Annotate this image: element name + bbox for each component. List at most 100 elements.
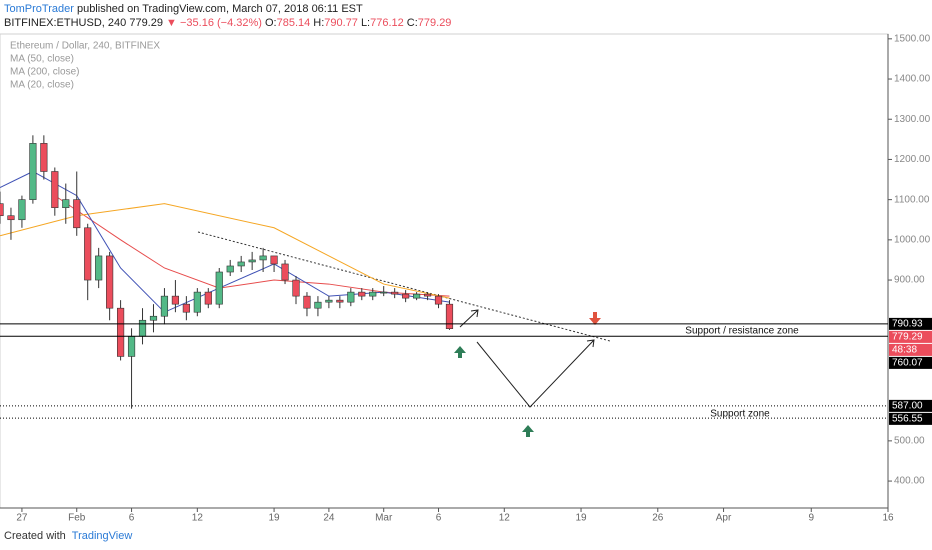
- candle-body: [62, 199, 70, 208]
- candle-body: [336, 299, 344, 303]
- candle-body: [292, 279, 300, 297]
- y-tick-label: 1000.00: [894, 234, 931, 245]
- footer: Created with TradingView: [4, 530, 132, 542]
- price-label: [889, 317, 932, 330]
- legend-entry: MA (20, close): [10, 80, 74, 91]
- candle-body: [226, 265, 234, 273]
- candle-body: [84, 227, 92, 281]
- candle-body: [413, 293, 421, 299]
- x-tick-label: 16: [882, 513, 894, 524]
- candle-body: [7, 215, 15, 221]
- chart: Ethereum / Dollar, 240, BITFINEX Support…: [0, 33, 932, 524]
- x-tick-label: 24: [323, 513, 335, 524]
- annotation: Support zone: [710, 409, 770, 420]
- candle-body: [402, 293, 410, 299]
- x-tick-label: 12: [499, 513, 511, 524]
- candle-body: [325, 299, 333, 303]
- candle-body: [193, 291, 201, 313]
- candle-body: [358, 291, 366, 297]
- candle-body: [237, 261, 245, 267]
- publish-line: TomProTrader published on TradingView.co…: [4, 2, 454, 16]
- candle-body: [204, 291, 212, 305]
- price-label: 760.07: [892, 358, 923, 369]
- candle-body: [106, 255, 114, 309]
- candle-body: [314, 301, 322, 309]
- x-tick-label: 6: [436, 513, 442, 524]
- y-tick-label: 900.00: [894, 275, 925, 286]
- up-arrow: [522, 425, 534, 437]
- symbol: BITFINEX:ETHUSD, 240: [4, 17, 127, 29]
- candle-body: [29, 143, 37, 200]
- candle-body: [51, 171, 59, 208]
- x-tick-label: 19: [269, 513, 281, 524]
- author[interactable]: TomProTrader: [4, 3, 74, 15]
- ohlc-value: 785.14: [276, 17, 311, 29]
- x-tick-label: 19: [575, 513, 587, 524]
- y-tick-label: 1500.00: [894, 33, 931, 44]
- legend-entry: MA (200, close): [10, 67, 79, 78]
- x-tick-label: 12: [192, 513, 204, 524]
- ohlc-value: 790.77: [324, 17, 358, 29]
- y-tick-label: 500.00: [894, 436, 925, 447]
- x-tick-label: 6: [129, 513, 135, 524]
- candle-body: [445, 303, 454, 329]
- ohlc-value: 779.29: [417, 17, 452, 29]
- candle-body: [160, 295, 169, 317]
- created: Created with: [4, 530, 66, 542]
- price-label: 556.55: [892, 414, 923, 425]
- x-tick-label: Apr: [716, 513, 732, 524]
- header: TomProTrader published on TradingView.co…: [4, 2, 454, 30]
- candle-body: [182, 303, 190, 313]
- candle-body: [40, 143, 48, 172]
- candle-body: [138, 319, 147, 337]
- countdown: [889, 343, 932, 356]
- candle-body: [434, 295, 443, 305]
- ma-line: [0, 203, 450, 299]
- candle-body: [391, 291, 399, 295]
- candle-body: [281, 263, 289, 281]
- candle-body: [95, 255, 103, 281]
- legend-title: Ethereum / Dollar, 240, BITFINEX: [10, 41, 160, 52]
- price-label: [889, 399, 932, 412]
- candle-body: [259, 255, 267, 261]
- brand[interactable]: TradingView: [71, 530, 133, 542]
- candle-body: [171, 295, 179, 305]
- ohlc-label: L:: [360, 17, 371, 29]
- up-arrow: [454, 346, 466, 358]
- last: 779.29: [129, 17, 163, 29]
- down-arrow: [589, 312, 601, 325]
- change: ▼ −35.16 (−4.32%): [166, 17, 262, 29]
- symbol-line: BITFINEX:ETHUSD, 240 779.29 ▼ −35.16 (−4…: [4, 16, 454, 30]
- y-tick-label: 1400.00: [894, 74, 931, 85]
- price-label: [889, 412, 932, 425]
- ohlc: O:785.14 H:790.77 L:776.12 C:779.29: [265, 17, 454, 29]
- published: published on TradingView.com, March 07, …: [76, 3, 363, 15]
- ohlc-label: C:: [406, 17, 418, 29]
- candle-body: [215, 271, 223, 305]
- candle-body: [0, 203, 4, 217]
- candle-body: [248, 259, 256, 263]
- x-tick-label: 27: [16, 513, 28, 524]
- annotation: Support / resistance zone: [685, 326, 799, 337]
- price-label: 790.93: [892, 319, 923, 330]
- candle-body: [303, 295, 311, 309]
- candle-body: [270, 255, 278, 265]
- candle-body: [127, 336, 136, 357]
- candle-body: [18, 199, 26, 221]
- ma-line: [54, 195, 450, 297]
- x-tick-label: 9: [808, 513, 814, 524]
- ohlc-label: O:: [265, 17, 277, 29]
- x-tick-label: Feb: [68, 513, 86, 524]
- price-label: [889, 356, 932, 369]
- y-tick-label: 400.00: [894, 476, 925, 487]
- trendline: [197, 231, 611, 342]
- candle-body: [347, 291, 355, 303]
- candle-body: [149, 315, 158, 321]
- price-label: 779.29: [892, 332, 923, 343]
- candle-body: [423, 293, 432, 297]
- y-tick-label: 1300.00: [894, 114, 931, 125]
- x-tick-label: 26: [652, 513, 664, 524]
- y-tick-label: 1200.00: [894, 154, 931, 165]
- price-label: 587.00: [892, 401, 923, 412]
